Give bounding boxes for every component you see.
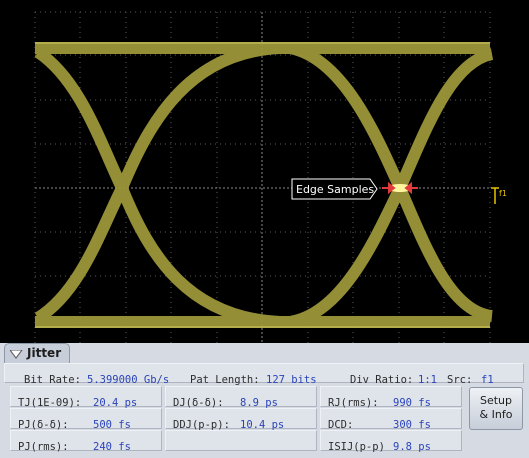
measurement-value: 240 fs	[93, 441, 131, 453]
measurement-label: DJ(δ-δ):	[173, 397, 224, 409]
trigger-label: f1	[499, 189, 507, 198]
cell	[165, 408, 317, 429]
jitter-panel: Jitter Bit Rate: 5.399000 Gb/s Pat Lengt…	[0, 343, 529, 458]
edge-samples-highlight	[388, 184, 412, 192]
cell	[10, 430, 162, 451]
field-value: f1	[481, 374, 494, 386]
field-value: 1:1	[418, 374, 437, 386]
header-row	[4, 363, 524, 383]
tab-label: Jitter	[27, 346, 62, 360]
cell	[320, 430, 462, 451]
cell	[320, 386, 462, 407]
marker-label: Edge Samples	[296, 183, 374, 196]
eye-trace-highlights	[35, 42, 490, 328]
tab-arrow	[10, 350, 23, 359]
cell	[165, 386, 317, 407]
measurement-label: DCD:	[328, 419, 354, 431]
field-value: 5.399000 Gb/s	[87, 374, 170, 386]
scope-background	[0, 0, 529, 345]
measurement-value: 10.4 ps	[240, 419, 285, 431]
field-label: Src:	[447, 374, 473, 386]
cell	[320, 408, 462, 429]
cell	[10, 386, 162, 407]
button-label: Setup	[479, 394, 513, 407]
field-value: 127 bits	[266, 374, 317, 386]
measurement-label: PJ(rms):	[18, 441, 69, 453]
measurement-value: 300 fs	[393, 419, 431, 431]
setup-info-button[interactable]: Setup & Info	[469, 387, 523, 430]
cell	[165, 430, 317, 451]
measurement-value: 8.9 ps	[240, 397, 278, 409]
measurement-value: 500 fs	[93, 419, 131, 431]
measurement-label: TJ(1E-09):	[18, 397, 82, 409]
edge-markers	[382, 181, 418, 195]
measurement-label: RJ(rms):	[328, 397, 379, 409]
center-axes	[35, 12, 490, 345]
measurement-value: 20.4 ps	[93, 397, 138, 409]
eye-diagram-display: Edge Samples f1	[0, 0, 529, 345]
measurement-label: ISIJ(p-p)	[328, 441, 385, 453]
measurement-value: 990 fs	[393, 397, 431, 409]
cell	[10, 408, 162, 429]
field-label: Div Ratio:	[350, 374, 414, 386]
jitter-tab[interactable]: Jitter	[4, 343, 70, 364]
measurement-value: 9.8 ps	[393, 441, 431, 453]
field-label: Pat Length:	[190, 374, 260, 386]
measurement-label: PJ(δ-δ):	[18, 419, 69, 431]
marker-label-box	[291, 178, 378, 200]
button-label: & Info	[479, 408, 513, 421]
measurement-label: DDJ(p-p):	[173, 419, 230, 431]
field-label: Bit Rate:	[24, 374, 81, 386]
trigger-marker	[491, 187, 499, 204]
